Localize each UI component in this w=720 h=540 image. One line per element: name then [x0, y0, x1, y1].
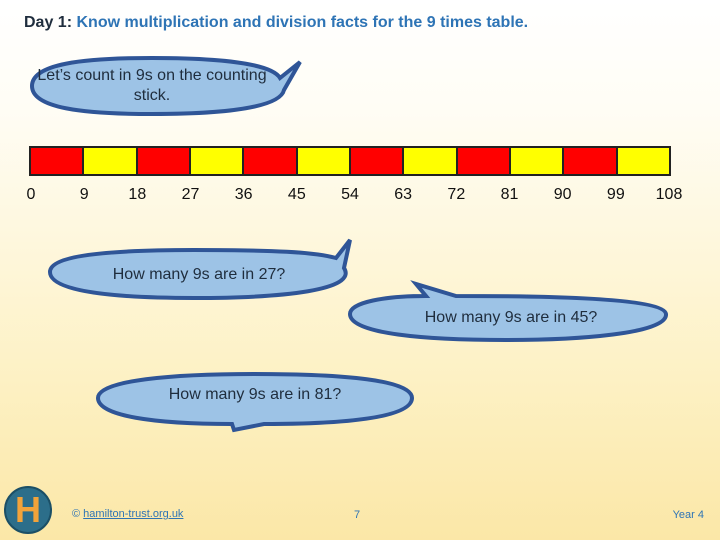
- hamilton-logo-icon: H: [4, 486, 52, 534]
- stick-number-label: 108: [655, 186, 683, 203]
- stick-number-label: 63: [394, 186, 413, 203]
- speech-bubble-question-27-shape: [47, 238, 352, 301]
- stick-number-label: 36: [234, 186, 253, 203]
- title-prefix: Day 1:: [24, 14, 73, 31]
- stick-number-label: 27: [181, 186, 200, 203]
- speech-bubble-question-27: How many 9s are in 27?: [44, 238, 354, 301]
- stick-segment-3: [137, 148, 191, 174]
- speech-bubble-intro-shape: [29, 55, 302, 117]
- stick-segment-10: [510, 148, 565, 174]
- stick-segment-1: [31, 148, 85, 174]
- slide-title: Day 1: Know multiplication and division …: [24, 14, 528, 32]
- stick-number-label: 54: [341, 186, 359, 203]
- stick-number-label: 9: [79, 186, 89, 203]
- speech-bubble-question-45: How many 9s are in 45?: [346, 280, 670, 343]
- footer-link[interactable]: © hamilton-trust.org.uk: [72, 508, 183, 520]
- speech-bubble-intro-text: Let’s count in 9s on the counting stick.: [37, 67, 267, 104]
- speech-bubble-intro: Let’s count in 9s on the counting stick.: [22, 55, 302, 117]
- stick-segment-12: [617, 148, 669, 174]
- speech-bubble-question-81-shape: [95, 371, 415, 433]
- stick-segment-11: [564, 148, 618, 174]
- speech-bubble-question-45-text: How many 9s are in 45?: [424, 309, 598, 326]
- stick-number-label: 0: [26, 186, 36, 203]
- year-label: Year 4: [672, 509, 704, 521]
- logo-letter: H: [15, 489, 41, 530]
- speech-bubble-question-45-shape: [347, 280, 668, 343]
- stick-segment-5: [244, 148, 298, 174]
- stick-segment-6: [297, 148, 351, 174]
- stick-number-label: 45: [287, 186, 306, 203]
- speech-bubble-question-27-text: How many 9s are in 27?: [112, 266, 286, 283]
- stick-segment-4: [190, 148, 245, 174]
- stick-number-label: 81: [500, 186, 519, 203]
- footer-link-text[interactable]: hamilton-trust.org.uk: [83, 508, 184, 520]
- stick-segment-9: [457, 148, 511, 174]
- copyright-symbol: ©: [72, 508, 81, 520]
- page-number: 7: [354, 509, 361, 521]
- stick-segment-7: [350, 148, 405, 174]
- stick-number-label: 72: [447, 186, 466, 203]
- stick-segment-2: [84, 148, 138, 174]
- stick-segment-8: [404, 148, 458, 174]
- stick-number-label: 99: [606, 186, 625, 203]
- stick-number-label: 18: [128, 186, 147, 203]
- counting-stick: [29, 146, 671, 176]
- speech-bubble-question-81: How many 9s are in 81?: [94, 366, 416, 433]
- stick-number-label: 90: [553, 186, 572, 203]
- speech-bubble-question-81-text: How many 9s are in 81?: [168, 386, 342, 403]
- title-text: Know multiplication and division facts f…: [76, 14, 529, 31]
